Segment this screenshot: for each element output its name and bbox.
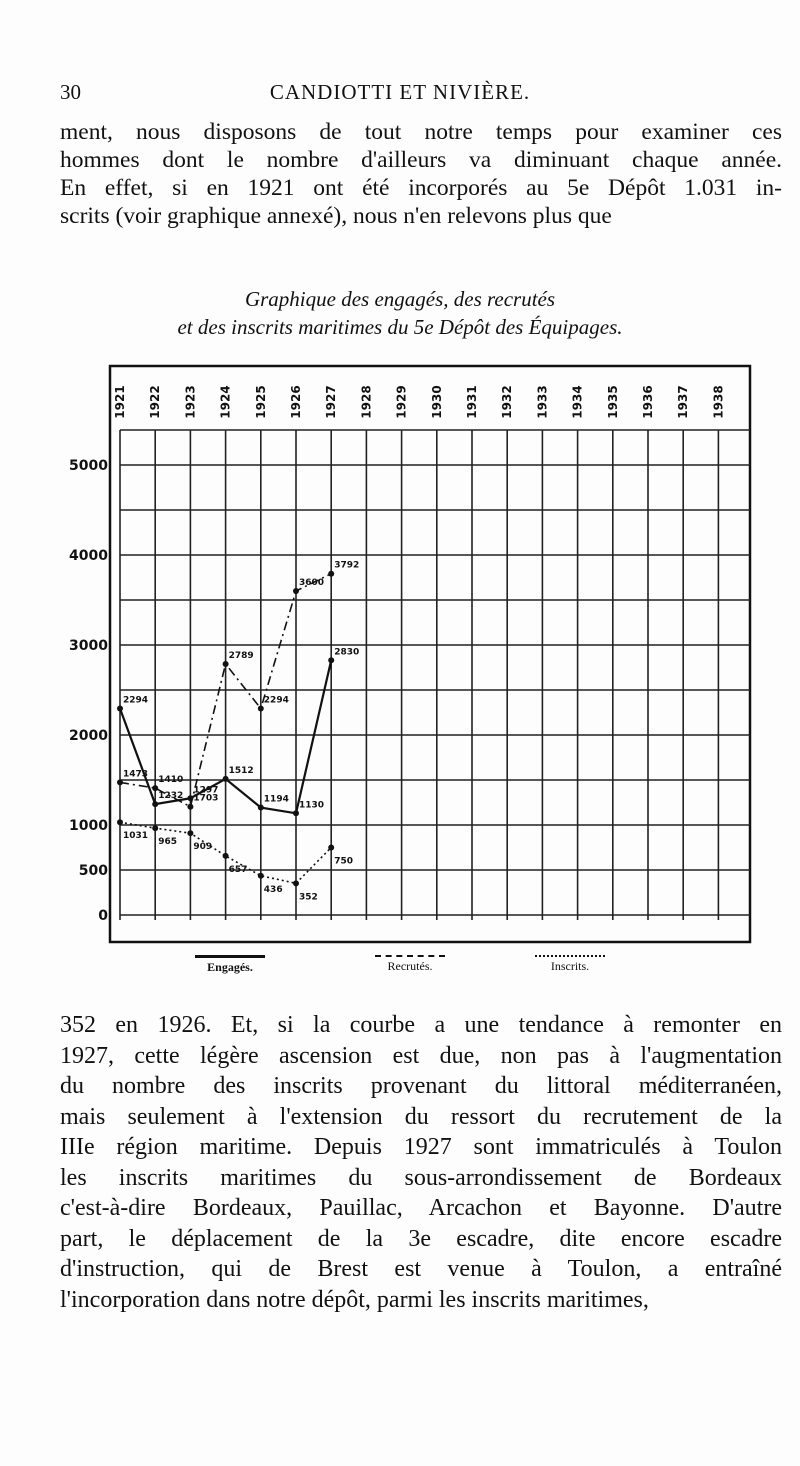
data-label: 1473 [123,769,148,779]
data-point [328,570,335,577]
x-tick-label: 1931 [465,385,479,418]
x-tick-label: 1923 [183,385,197,418]
y-tick-label: 3000 [69,638,108,654]
data-label: 2294 [264,696,289,706]
data-point [187,830,194,837]
x-tick-label: 1921 [113,385,127,418]
paragraph-top: ment, nous disposons de tout notre temps… [60,118,782,230]
text-line: du nombre des inscrits provenant du litt… [60,1073,782,1099]
data-label: 1232 [158,791,183,801]
data-point [222,852,229,859]
data-label: 1194 [264,795,289,805]
text-line: les inscrits maritimes du sous-arrondiss… [60,1164,782,1191]
text-line: hommes dont le nombre d'ailleurs va dimi… [60,147,782,173]
data-point [257,872,264,879]
data-label: 1512 [229,766,254,776]
x-tick-label: 1930 [430,385,444,418]
legend-swatch-dotted [535,955,605,957]
data-label: 909 [193,842,212,852]
data-point [187,803,194,810]
y-tick-label: 1000 [69,818,108,834]
legend-engages: Engagés. [185,955,275,975]
legend-swatch-solid [195,955,265,958]
x-tick-label: 1935 [606,385,620,418]
x-tick-label: 1928 [359,385,373,418]
x-tick-label: 1922 [148,385,162,418]
page-number: 30 [60,80,81,104]
data-label: 1297 [193,785,218,795]
data-point [328,657,335,664]
x-tick-label: 1927 [324,385,338,418]
y-tick-label: 0 [98,908,108,924]
x-tick-label: 1937 [676,385,690,418]
y-tick-label: 2000 [69,728,108,744]
data-point [152,825,159,832]
legend-inscrits: Inscrits. [525,955,615,974]
text-line: 352 en 1926. Et, si la courbe a une tend… [60,1012,782,1038]
chart: 1921 1922 1923 1924 1925 1926 1927 1928 1929 1930… [69,364,752,944]
text-line: ment, nous disposons de tout notre temps… [60,119,782,145]
legend-recrutes: Recrutés. [365,955,455,974]
data-point [293,810,299,817]
text-line: c'est-à-dire Bordeaux, Pauillac, Arcacho… [60,1195,782,1221]
text-line: IIIe région maritime. Depuis 1927 sont i… [60,1134,782,1160]
chart-caption: Graphique des engagés, des recrutés et d… [0,285,800,341]
paragraph-bottom: 352 en 1926. Et, si la courbe a une tend… [60,1010,782,1315]
data-point [117,779,123,786]
text-line: mais seulement à l'extension du ressort … [60,1103,782,1130]
data-point [222,660,229,667]
text-line: d'instruction, qui de Brest est venue à … [60,1256,782,1282]
y-tick-label: 5000 [69,458,108,474]
data-label: 1410 [158,775,183,785]
data-label: 352 [299,892,318,902]
data-label: 1703 [193,794,218,804]
x-tick-label: 1934 [571,385,585,418]
x-tick-label: 1925 [254,385,268,418]
data-label: 2830 [334,647,359,657]
x-tick-label: 1933 [535,385,549,418]
caption-line-1: Graphique des engagés, des recrutés [244,287,556,311]
data-label: 1130 [299,800,324,810]
x-tick-label: 1938 [711,385,725,418]
text-line: scrits (voir graphique annexé), nous n'e… [60,203,612,229]
data-point [328,844,335,851]
data-point [152,785,159,792]
data-point [257,804,264,811]
legend-label: Recrutés. [387,959,433,973]
x-tick-label: 1932 [500,385,514,418]
data-label: 1031 [123,831,148,841]
text-line: l'incorporation dans notre dépôt, parmi … [60,1286,649,1313]
x-tick-label: 1926 [289,385,303,418]
caption-line-2: et des inscrits maritimes du 5e Dépôt de… [177,315,623,339]
legend-swatch-dashdot [375,955,445,957]
data-point [293,880,299,887]
data-point [152,801,159,808]
text-line: 1927, cette légère ascension est due, no… [60,1042,782,1069]
data-label: 3600 [299,578,324,588]
data-label: 965 [158,837,177,847]
legend-label: Inscrits. [550,959,590,973]
y-tick-label: 4000 [69,548,108,564]
y-tick-label: 500 [79,863,108,879]
data-point [117,819,123,826]
data-label: 3792 [334,561,359,571]
x-tick-label: 1924 [219,385,233,418]
data-point [117,705,123,712]
data-label: 657 [229,865,248,875]
x-tick-label: 1936 [641,385,655,418]
data-point [257,705,264,712]
data-point [293,588,299,594]
data-point [222,775,229,782]
chart-frame [108,364,752,944]
legend-label: Engagés. [207,960,253,974]
data-label: 750 [334,857,353,867]
text-line: En effet, si en 1921 ont été incorporés … [60,175,782,201]
data-label: 2294 [123,696,148,706]
running-title: CANDIOTTI ET NIVIÈRE. [269,80,531,104]
data-label: 2789 [229,651,254,661]
data-label: 436 [264,885,283,895]
x-tick-label: 1929 [395,385,409,418]
text-line: part, le déplacement de la 3e escadre, d… [60,1225,782,1252]
